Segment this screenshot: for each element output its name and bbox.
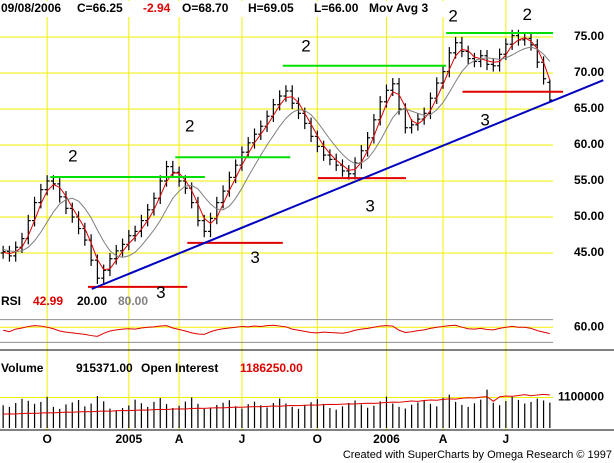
footer: Created with SuperCharts by Omega Resear… <box>343 449 612 461</box>
wave-label: 3 <box>250 248 259 267</box>
trend-line <box>91 79 604 290</box>
x-tick-label: J <box>239 432 246 446</box>
oi-value: 1186250.00 <box>240 361 303 375</box>
wave-label: 2 <box>448 6 457 25</box>
wave-label: 3 <box>365 196 374 215</box>
y-tick-label: 75.00 <box>574 29 604 43</box>
x-tick-label: O <box>313 432 322 446</box>
y-tick-label: 55.00 <box>574 173 604 187</box>
y-tick-label: 45.00 <box>574 245 604 259</box>
x-tick-label: J <box>503 432 510 446</box>
moving-average <box>3 37 551 271</box>
x-tick-label: A <box>175 432 184 446</box>
rsi-value: 42.99 <box>33 294 63 308</box>
volume-value: 915371.00 <box>76 361 133 375</box>
x-tick-label: 2006 <box>373 432 400 446</box>
y-tick-label: 1100000 <box>558 390 604 404</box>
close-label: C=66.25 <box>77 1 123 15</box>
plot-area: O 2005 A J O 2006 A J 45.00 50.00 55.00 60.00 65.00 7… <box>0 0 614 446</box>
wave-label: 3 <box>480 111 489 130</box>
moving-average <box>3 46 551 258</box>
rsi-level: 80.00 <box>118 294 148 308</box>
oi-label: Open Interest <box>141 361 218 375</box>
rsi-line <box>3 324 550 337</box>
wave-label: 3 <box>156 283 165 302</box>
y-tick-label: 65.00 <box>574 101 604 115</box>
header-background <box>0 1 446 17</box>
x-tick-label: A <box>439 432 448 446</box>
wave-label: 2 <box>68 147 77 166</box>
y-tick-label: 50.00 <box>574 209 604 223</box>
change: -2.94 <box>143 1 171 15</box>
wave-label: 2 <box>185 116 194 135</box>
x-tick-label: 2005 <box>115 432 142 446</box>
y-tick-label: 60.00 <box>574 319 604 333</box>
y-tick-label: 70.00 <box>574 65 604 79</box>
indicator: Mov Avg 3 <box>369 1 428 15</box>
date: 09/08/2006 <box>1 1 61 15</box>
low-label: L=66.00 <box>314 1 359 15</box>
rsi-label: RSI <box>1 294 21 308</box>
rsi-level: 20.00 <box>77 294 107 308</box>
wave-label: 2 <box>523 5 532 24</box>
high-label: H=69.05 <box>248 1 294 15</box>
volume-label: Volume <box>1 361 44 375</box>
open-label: O=68.70 <box>182 1 229 15</box>
x-tick-label: O <box>42 432 51 446</box>
open-interest-line <box>3 393 550 415</box>
y-tick-label: 60.00 <box>574 137 604 151</box>
wave-label: 2 <box>301 37 310 56</box>
